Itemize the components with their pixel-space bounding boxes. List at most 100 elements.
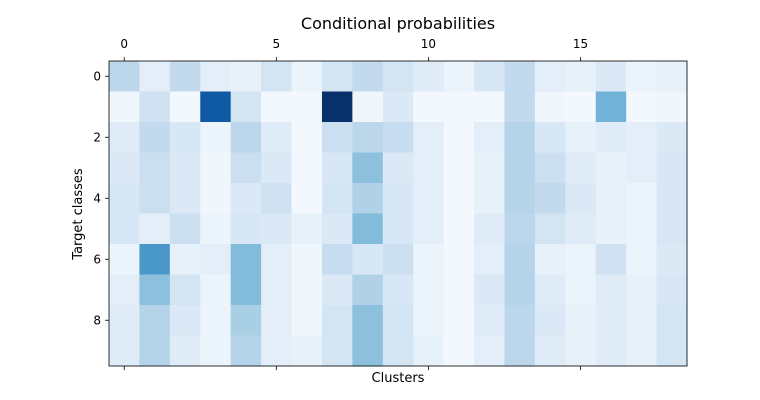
- heatmap-cell-r1-c5: [261, 91, 293, 123]
- heatmap-cell-r4-c14: [534, 183, 566, 215]
- heatmap-cell-r3-c11: [443, 152, 475, 184]
- x-tick-label-15: 15: [573, 37, 588, 51]
- heatmap-cell-r2-c7: [321, 122, 353, 154]
- heatmap-cell-r9-c7: [321, 335, 353, 367]
- heatmap-cell-r0-c5: [261, 61, 293, 93]
- heatmap-cell-r3-c3: [200, 152, 232, 184]
- heatmap-cell-r3-c2: [169, 152, 201, 184]
- heatmap-cell-r5-c13: [504, 213, 536, 245]
- y-ticks: 0 2 4 6 8: [93, 69, 109, 327]
- heatmap-cell-r0-c14: [534, 61, 566, 93]
- plot-frame: [108, 60, 688, 367]
- heatmap-cell-r3-c0: [109, 152, 141, 184]
- heatmap-cell-r2-c17: [626, 122, 658, 154]
- heatmap-cell-r7-c3: [200, 274, 232, 306]
- heatmap-cell-r9-c1: [139, 335, 171, 367]
- heatmap-cell-r7-c18: [656, 274, 688, 306]
- heatmap-cell-r4-c12: [474, 183, 506, 215]
- heatmap-cell-r8-c8: [352, 305, 384, 337]
- heatmap-cell-r3-c17: [626, 152, 658, 184]
- heatmap-cell-r3-c9: [382, 152, 414, 184]
- heatmap-cell-r8-c0: [109, 305, 141, 337]
- heatmap-cell-r6-c4: [230, 244, 262, 276]
- heatmap-cell-r8-c17: [626, 305, 658, 337]
- heatmap-cell-r3-c18: [656, 152, 688, 184]
- heatmap-cell-r0-c11: [443, 61, 475, 93]
- heatmap-cell-r4-c6: [291, 183, 323, 215]
- heatmap-cell-r6-c18: [656, 244, 688, 276]
- heatmap-cell-r5-c18: [656, 213, 688, 245]
- heatmap-cell-r8-c11: [443, 305, 475, 337]
- heatmap-cell-r0-c7: [321, 61, 353, 93]
- heatmap-cell-r6-c6: [291, 244, 323, 276]
- heatmap-cell-r0-c2: [169, 61, 201, 93]
- heatmap-cell-r4-c4: [230, 183, 262, 215]
- heatmap-cell-r4-c3: [200, 183, 232, 215]
- heatmap-cell-r2-c3: [200, 122, 232, 154]
- heatmap-cell-r1-c13: [504, 91, 536, 123]
- heatmap-cell-r6-c0: [109, 244, 141, 276]
- heatmap-cell-r3-c16: [595, 152, 627, 184]
- heatmap-cell-r7-c13: [504, 274, 536, 306]
- heatmap-cell-r2-c11: [443, 122, 475, 154]
- heatmap-cell-r0-c12: [474, 61, 506, 93]
- heatmap-cell-r9-c8: [352, 335, 384, 367]
- heatmap-cell-r9-c10: [413, 335, 445, 367]
- heatmap-cell-r5-c4: [230, 213, 262, 245]
- heatmap-cell-r4-c1: [139, 183, 171, 215]
- heatmap-cell-r7-c9: [382, 274, 414, 306]
- heatmap-cell-r0-c15: [565, 61, 597, 93]
- x-tick-label-5: 5: [272, 37, 280, 51]
- heatmap-cell-r9-c16: [595, 335, 627, 367]
- heatmap-cell-r1-c3: [200, 91, 232, 123]
- heatmap-cell-r9-c6: [291, 335, 323, 367]
- heatmap-cell-r6-c10: [413, 244, 445, 276]
- heatmap-cell-r6-c9: [382, 244, 414, 276]
- heatmap-cell-r1-c4: [230, 91, 262, 123]
- heatmap-cell-r0-c8: [352, 61, 384, 93]
- heatmap-cell-r8-c18: [656, 305, 688, 337]
- heatmap-cell-r9-c13: [504, 335, 536, 367]
- y-tick-label-2: 2: [93, 130, 101, 144]
- heatmap-cell-r7-c15: [565, 274, 597, 306]
- heatmap-cell-r7-c10: [413, 274, 445, 306]
- heatmap-cell-r2-c8: [352, 122, 384, 154]
- x-tick-label-0: 0: [120, 37, 128, 51]
- heatmap-cell-r1-c15: [565, 91, 597, 123]
- heatmap-cell-r6-c14: [534, 244, 566, 276]
- heatmap-cell-r2-c12: [474, 122, 506, 154]
- heatmap-cell-r8-c14: [534, 305, 566, 337]
- heatmap-cell-r8-c12: [474, 305, 506, 337]
- heatmap-cell-r0-c3: [200, 61, 232, 93]
- heatmap-cell-r5-c9: [382, 213, 414, 245]
- heatmap-cell-r0-c17: [626, 61, 658, 93]
- heatmap-cell-r1-c9: [382, 91, 414, 123]
- heatmap-cell-r5-c5: [261, 213, 293, 245]
- heatmap-cell-r6-c2: [169, 244, 201, 276]
- heatmap-cell-r9-c3: [200, 335, 232, 367]
- heatmap-cell-r8-c10: [413, 305, 445, 337]
- heatmap-cell-r3-c8: [352, 152, 384, 184]
- heatmap-cell-r5-c0: [109, 213, 141, 245]
- heatmap-cell-r2-c2: [169, 122, 201, 154]
- heatmap-cell-r7-c11: [443, 274, 475, 306]
- heatmap-cell-r2-c15: [565, 122, 597, 154]
- heatmap-cell-r9-c18: [656, 335, 688, 367]
- heatmap-cell-r5-c12: [474, 213, 506, 245]
- heatmap-cell-r2-c4: [230, 122, 262, 154]
- heatmap-cell-r6-c7: [321, 244, 353, 276]
- y-tick-label-8: 8: [93, 313, 101, 327]
- heatmap-cell-r7-c4: [230, 274, 262, 306]
- heatmap-cell-r9-c0: [109, 335, 141, 367]
- heatmap-cell-r3-c15: [565, 152, 597, 184]
- y-tick-label-0: 0: [93, 69, 101, 83]
- heatmap-cell-r0-c10: [413, 61, 445, 93]
- heatmap-cell-r5-c10: [413, 213, 445, 245]
- heatmap-cell-r4-c18: [656, 183, 688, 215]
- heatmap-cell-r2-c0: [109, 122, 141, 154]
- heatmap-cell-r2-c16: [595, 122, 627, 154]
- heatmap-cell-r5-c14: [534, 213, 566, 245]
- heatmap-cell-r6-c15: [565, 244, 597, 276]
- heatmap-cell-r9-c9: [382, 335, 414, 367]
- heatmap-cell-r2-c10: [413, 122, 445, 154]
